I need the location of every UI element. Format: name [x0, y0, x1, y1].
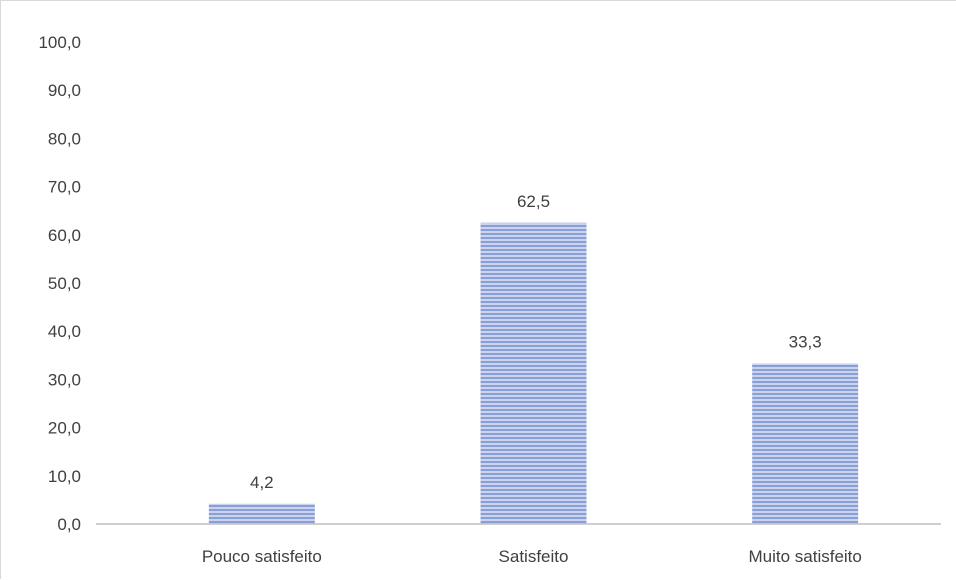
- x-category-label: Satisfeito: [499, 547, 569, 566]
- y-tick-label: 70,0: [48, 178, 81, 197]
- bar-value-label: 4,2: [250, 473, 274, 492]
- y-tick-label: 10,0: [48, 467, 81, 486]
- y-axis-tick-labels: 0,0 10,0 20,0 30,0 40,0 50,0 60,0 70,0 80,0 90,0 1…: [38, 33, 81, 534]
- y-tick-label: 50,0: [48, 274, 81, 293]
- y-tick-label: 60,0: [48, 226, 81, 245]
- bar-value-label: 33,3: [789, 332, 822, 351]
- y-tick-label: 40,0: [48, 322, 81, 341]
- x-axis-category-labels: Pouco satisfeito Satisfeito Muito satisfei…: [202, 547, 862, 566]
- x-category-label: Pouco satisfeito: [202, 547, 322, 566]
- y-tick-label: 80,0: [48, 129, 81, 148]
- y-tick-label: 100,0: [38, 33, 81, 52]
- bars-group: [208, 222, 859, 524]
- y-tick-label: 30,0: [48, 370, 81, 389]
- bar-value-label: 62,5: [517, 192, 550, 211]
- bar: [752, 363, 859, 524]
- y-tick-label: 20,0: [48, 419, 81, 438]
- y-tick-label: 90,0: [48, 81, 81, 100]
- data-labels-group: 4,2 62,5 33,3: [250, 192, 822, 492]
- bar: [480, 222, 587, 524]
- x-category-label: Muito satisfeito: [748, 547, 861, 566]
- bar: [208, 503, 315, 524]
- y-tick-label: 0,0: [57, 515, 81, 534]
